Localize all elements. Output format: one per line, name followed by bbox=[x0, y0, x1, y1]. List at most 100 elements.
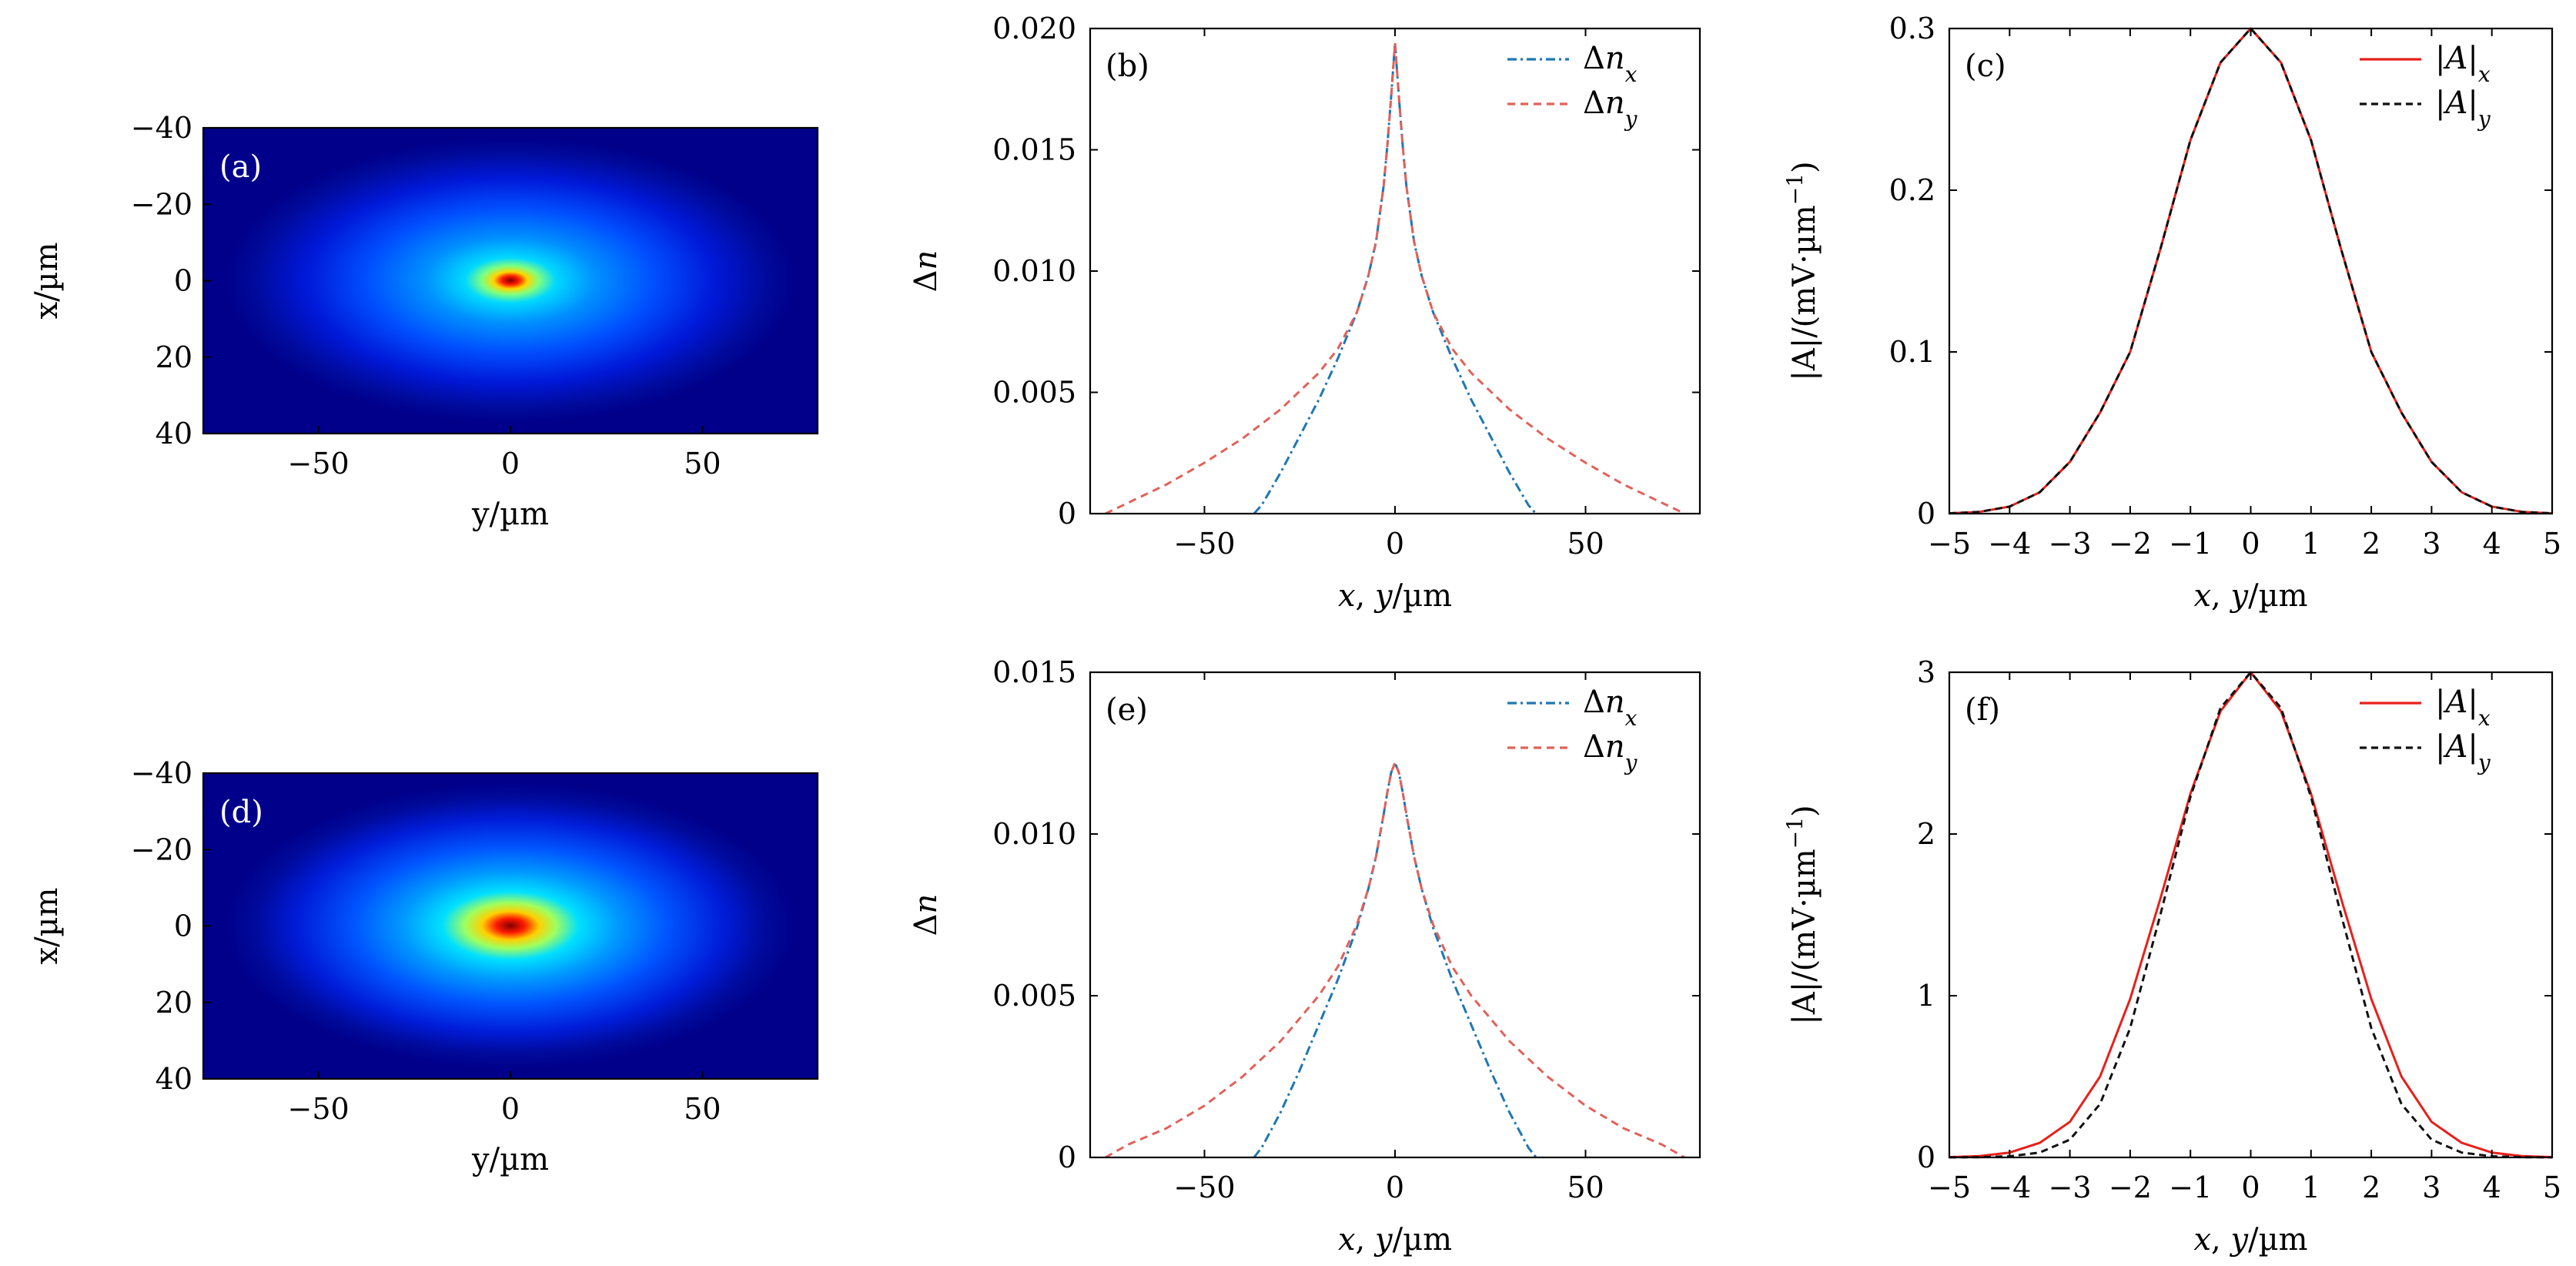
x-tick-label-f-9: 4 bbox=[2483, 1171, 2501, 1204]
x-tick-label-d-0: −50 bbox=[288, 1092, 350, 1126]
panel-d: (d) −50 0 50 −40 −20 0 20 40 y/µm x/µm bbox=[29, 756, 819, 1177]
panel-label-a: (a) bbox=[219, 149, 262, 185]
y-tick-label-b-2: 0.010 bbox=[992, 254, 1076, 288]
y-tick-label-a-0: −40 bbox=[131, 111, 192, 145]
x-tick-label-f-4: −1 bbox=[2169, 1171, 2212, 1204]
y-tick-label-c-2: 0.2 bbox=[1889, 173, 1935, 207]
y-tick-label-a-4: 40 bbox=[156, 417, 192, 450]
y-tick-label-b-4: 0.020 bbox=[992, 12, 1076, 45]
panel-f: −5 −4 −3 −2 −1 0 1 2 3 4 5 0 1 2 3 x, y/µm |A|/(mV·µm−1)… bbox=[1782, 655, 2562, 1258]
x-tick-label-a-2: 50 bbox=[684, 447, 721, 481]
y-tick-label-e-3: 0.015 bbox=[992, 655, 1076, 689]
x-tick-label-a-1: 0 bbox=[501, 447, 520, 481]
x-tick-label-c-7: 2 bbox=[2362, 527, 2380, 561]
x-tick-label-c-4: −1 bbox=[2169, 527, 2212, 561]
y-tick-label-e-0: 0 bbox=[1058, 1140, 1076, 1174]
heatmap-a-field bbox=[203, 128, 818, 434]
x-tick-label-d-1: 0 bbox=[501, 1092, 520, 1126]
series-line-e-1 bbox=[1105, 762, 1685, 1159]
y-tick-label-a-3: 20 bbox=[156, 340, 192, 374]
y-tick-label-b-0: 0 bbox=[1058, 497, 1076, 531]
x-tick-label-b-2: 50 bbox=[1567, 527, 1604, 561]
panel-c: −5 −4 −3 −2 −1 0 1 2 3 4 5 0 0.1 0.2 0.3 x, y/µm |A|/(mV… bbox=[1782, 12, 2562, 614]
x-tick-label-c-6: 1 bbox=[2302, 527, 2320, 561]
y-tick-label-d-3: 20 bbox=[156, 986, 192, 1020]
y-tick-label-f-3: 3 bbox=[1917, 655, 1935, 689]
legend-label-f-1: |A|y bbox=[2435, 729, 2491, 775]
y-tick-label-b-3: 0.015 bbox=[992, 133, 1076, 167]
x-tick-label-c-1: −4 bbox=[1988, 527, 2031, 561]
series-line-b-0 bbox=[1253, 42, 1537, 515]
y-axis-label-f: |A|/(mV·µm−1) bbox=[1782, 805, 1823, 1024]
x-tick-label-d-2: 50 bbox=[684, 1092, 721, 1126]
legend-label-c-0: |A|x bbox=[2435, 41, 2491, 87]
panel-b: −50 0 50 0 0.005 0.010 0.015 0.020 x, y/µm Δn (b) Δ… bbox=[908, 12, 1701, 614]
x-tick-label-f-8: 3 bbox=[2422, 1171, 2441, 1204]
legend-label-e-0: Δnx bbox=[1583, 685, 1638, 731]
y-axis-label-e: Δn bbox=[908, 894, 944, 936]
x-tick-label-f-1: −4 bbox=[1988, 1171, 2031, 1204]
x-tick-label-f-10: 5 bbox=[2543, 1171, 2561, 1204]
x-axis-label-d: y/µm bbox=[471, 1142, 549, 1177]
x-tick-label-c-5: 0 bbox=[2241, 527, 2260, 561]
x-tick-label-b-1: 0 bbox=[1386, 527, 1404, 561]
x-axis-label-f: x, y/µm bbox=[2193, 1222, 2307, 1258]
panel-label-d: (d) bbox=[219, 795, 263, 830]
series-line-b-1 bbox=[1105, 42, 1685, 515]
x-tick-label-c-0: −5 bbox=[1928, 527, 1971, 561]
y-axis-label-d: x/µm bbox=[29, 888, 65, 965]
series-line-c-1 bbox=[1949, 27, 2553, 515]
x-tick-label-f-7: 2 bbox=[2362, 1171, 2380, 1204]
y-tick-label-d-2: 0 bbox=[174, 909, 192, 943]
series-line-f-1 bbox=[1949, 671, 2553, 1159]
x-tick-label-c-2: −3 bbox=[2049, 527, 2092, 561]
panel-label-c: (c) bbox=[1965, 49, 2006, 84]
y-tick-label-d-0: −40 bbox=[131, 756, 192, 790]
x-tick-label-c-10: 5 bbox=[2543, 527, 2561, 561]
x-tick-label-f-2: −3 bbox=[2049, 1171, 2092, 1204]
x-tick-label-c-9: 4 bbox=[2483, 527, 2501, 561]
panel-label-f: (f) bbox=[1965, 692, 2000, 728]
legend-label-f-0: |A|x bbox=[2435, 685, 2491, 731]
legend-label-e-1: Δny bbox=[1583, 729, 1638, 775]
y-tick-label-f-0: 0 bbox=[1917, 1140, 1935, 1174]
y-tick-label-f-2: 2 bbox=[1917, 817, 1935, 851]
x-tick-label-a-0: −50 bbox=[288, 447, 350, 481]
x-tick-label-f-6: 1 bbox=[2302, 1171, 2320, 1204]
y-tick-label-d-4: 40 bbox=[156, 1062, 192, 1096]
legend-label-b-1: Δny bbox=[1583, 85, 1638, 132]
y-tick-label-c-1: 0.1 bbox=[1889, 335, 1935, 369]
x-axis-label-c: x, y/µm bbox=[2193, 578, 2307, 614]
series-line-e-0 bbox=[1253, 762, 1537, 1158]
heatmap-d-axes: −50 0 50 −40 −20 0 20 40 y/µm x/µm bbox=[29, 756, 721, 1177]
y-tick-label-c-0: 0 bbox=[1917, 497, 1935, 531]
x-tick-label-e-2: 50 bbox=[1567, 1171, 1604, 1204]
y-axis-label-b: Δn bbox=[908, 250, 944, 293]
x-tick-label-e-1: 0 bbox=[1386, 1171, 1404, 1204]
x-tick-label-f-0: −5 bbox=[1928, 1171, 1971, 1204]
x-tick-label-c-3: −2 bbox=[2109, 527, 2152, 561]
y-axis-label-a: x/µm bbox=[29, 243, 65, 320]
heatmap-d-field bbox=[203, 773, 818, 1079]
legend-label-b-0: Δnx bbox=[1583, 41, 1638, 87]
x-axis-label-e: x, y/µm bbox=[1338, 1222, 1452, 1258]
y-tick-label-b-1: 0.005 bbox=[992, 376, 1076, 410]
y-tick-label-e-2: 0.010 bbox=[992, 817, 1076, 851]
x-axis-label-a: y/µm bbox=[471, 497, 549, 532]
y-tick-label-e-1: 0.005 bbox=[992, 979, 1076, 1013]
x-axis-label-b: x, y/µm bbox=[1338, 578, 1452, 614]
panel-label-b: (b) bbox=[1106, 49, 1149, 84]
x-tick-label-c-8: 3 bbox=[2422, 527, 2441, 561]
x-tick-label-f-5: 0 bbox=[2241, 1171, 2260, 1204]
y-tick-label-a-1: −20 bbox=[131, 187, 192, 221]
panel-a: (a) −50 0 50 −40 −20 0 20 40 y/µm x/µm bbox=[29, 111, 819, 532]
y-tick-label-d-1: −20 bbox=[131, 832, 192, 866]
x-tick-label-f-3: −2 bbox=[2109, 1171, 2152, 1204]
x-tick-label-e-0: −50 bbox=[1173, 1171, 1235, 1204]
y-tick-label-a-2: 0 bbox=[174, 264, 192, 298]
panel-label-e: (e) bbox=[1106, 692, 1148, 728]
heatmap-a-axes: −50 0 50 −40 −20 0 20 40 y/µm x/µm bbox=[29, 111, 721, 532]
y-tick-label-f-1: 1 bbox=[1917, 979, 1935, 1013]
